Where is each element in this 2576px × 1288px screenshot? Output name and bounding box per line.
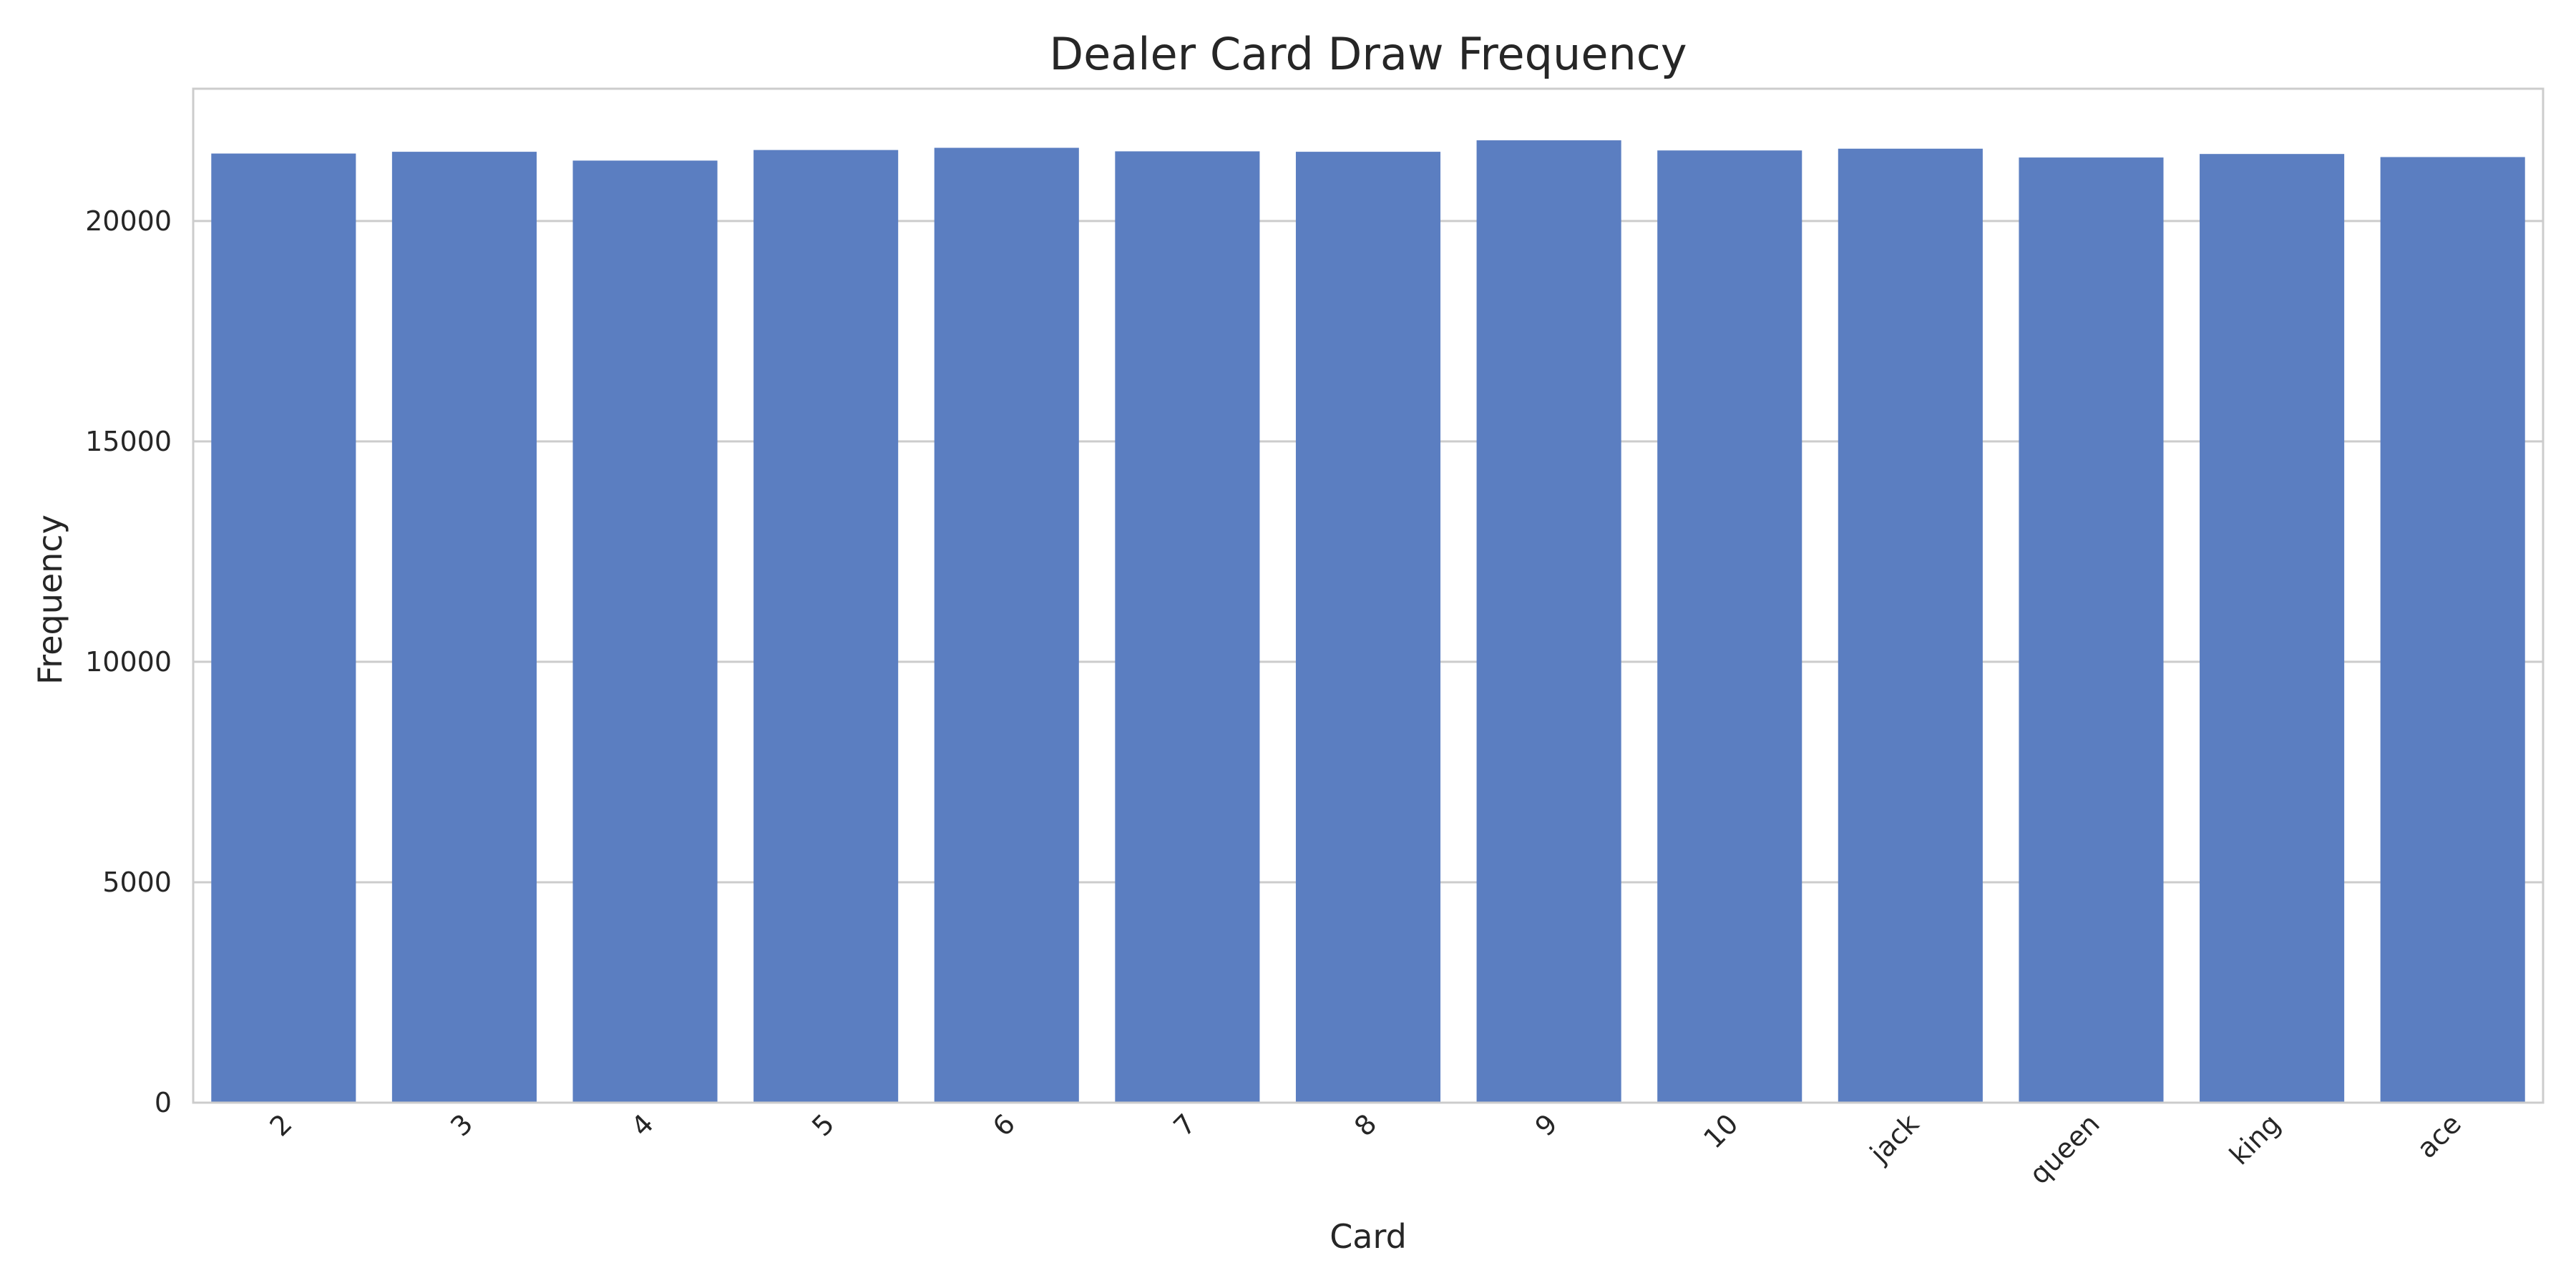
bar-6 [934, 147, 1079, 1103]
x-axis-label: Card [1330, 1217, 1407, 1256]
y-tick-label: 10000 [85, 646, 172, 678]
bar-ace [2380, 157, 2525, 1103]
y-axis-ticks: 0 5000 10000 15000 20000 [85, 205, 172, 1118]
bar-8 [1295, 152, 1441, 1103]
y-tick-label: 20000 [85, 205, 172, 237]
y-tick-label: 5000 [102, 867, 172, 898]
bar-10 [1657, 150, 1802, 1103]
bar-queen [2019, 157, 2164, 1103]
bar-4 [572, 160, 718, 1103]
bar-jack [1838, 148, 1983, 1103]
bar-9 [1476, 140, 1621, 1103]
bars [211, 140, 2525, 1103]
y-tick-label: 15000 [85, 426, 172, 457]
y-tick-label: 0 [155, 1087, 172, 1118]
bar-3 [391, 152, 537, 1103]
bar-7 [1115, 151, 1260, 1103]
bar-5 [753, 150, 899, 1103]
bar-2 [211, 153, 356, 1103]
chart-title: Dealer Card Draw Frequency [1049, 28, 1687, 80]
plot-frame [192, 87, 2545, 1104]
bar-king [2200, 154, 2345, 1103]
y-axis-label: Frequency [31, 514, 69, 685]
